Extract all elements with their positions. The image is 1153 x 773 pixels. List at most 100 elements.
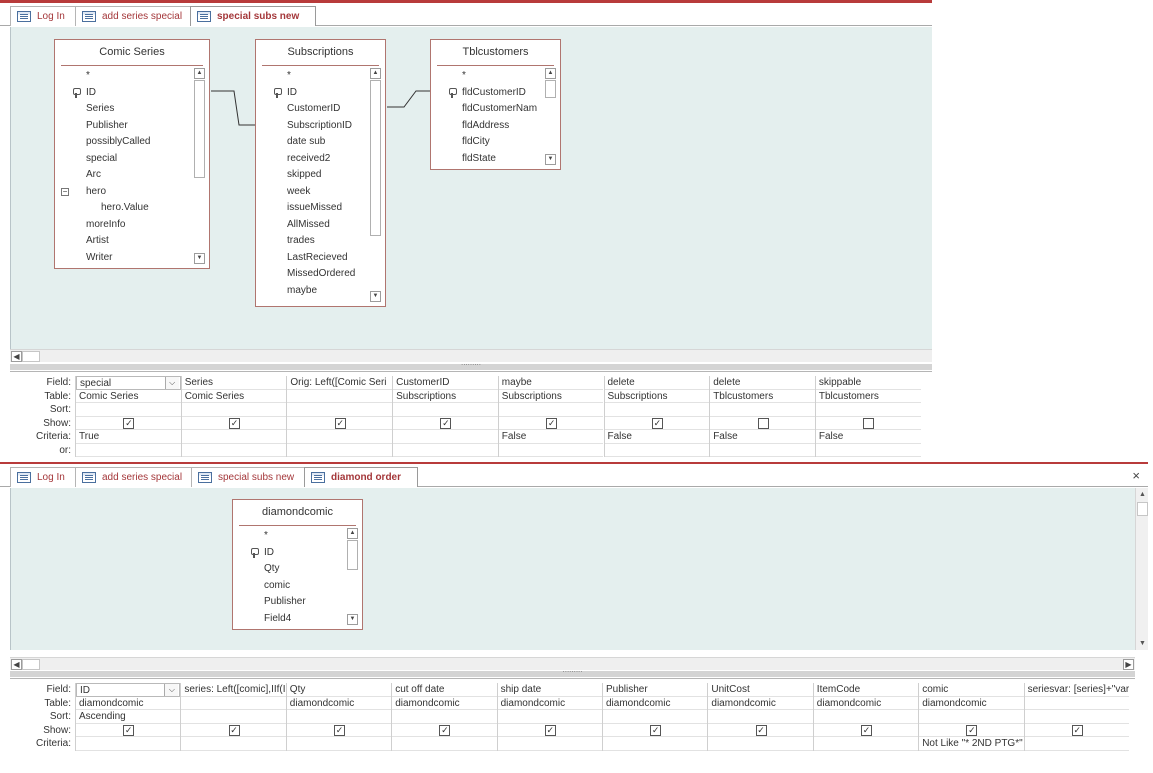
design-area-hscrollbar[interactable]: ◀ ▶ <box>10 657 1135 670</box>
dropdown-icon[interactable]: ⌵ <box>164 377 179 389</box>
show-cell[interactable]: ✓ <box>287 417 393 430</box>
grid-cell-table[interactable]: diamondcomic <box>497 697 602 710</box>
field-item[interactable]: date sub <box>287 136 326 147</box>
grid-cell-field[interactable]: maybe <box>498 376 604 390</box>
grid-cell-criteria[interactable]: False <box>498 430 604 444</box>
tab-special-subs-new[interactable]: special subs new <box>191 467 312 487</box>
grid-column[interactable]: UnitCost diamondcomic ✓ <box>707 683 813 751</box>
tab-diamond-order[interactable]: diamond order <box>304 467 419 488</box>
grid-cell-sort[interactable] <box>1024 710 1129 724</box>
grid-cell-or[interactable] <box>76 444 181 457</box>
grid-cell-table[interactable]: Comic Series <box>181 390 287 403</box>
pane-splitter[interactable] <box>10 671 1135 677</box>
grid-cell-table[interactable]: diamondcomic <box>603 697 708 710</box>
field-item[interactable]: * <box>264 530 268 541</box>
grid-cell-field[interactable]: cut off date <box>392 683 497 697</box>
grid-cell-field[interactable]: Qty <box>286 683 392 697</box>
show-checkbox[interactable]: ✓ <box>546 417 558 429</box>
field-item[interactable]: ID <box>256 85 371 102</box>
field-item[interactable]: Arc <box>86 169 101 180</box>
show-cell[interactable]: ✓ <box>603 724 708 737</box>
grid-cell-table[interactable] <box>1024 697 1129 710</box>
scroll-down-icon[interactable]: ▼ <box>370 291 381 302</box>
show-checkbox[interactable]: ✓ <box>651 417 663 429</box>
grid-cell-or[interactable] <box>287 444 393 457</box>
query-design-grid[interactable]: Field: Table: Sort: Show: Criteria: ID ⌵ diamon… <box>10 678 1135 773</box>
grid-column[interactable]: comic diamondcomic ✓ Not Like "* 2ND PTG*" <box>918 683 1024 751</box>
show-cell[interactable]: ✓ <box>498 417 604 430</box>
field-list-scrollbar[interactable]: ▲ ▼ <box>370 68 381 302</box>
scroll-thumb[interactable] <box>1137 502 1148 516</box>
grid-cell-field[interactable]: ItemCode <box>813 683 919 697</box>
table-design-area[interactable]: Comic Series * ID Series Publisher possi… <box>10 27 932 349</box>
grid-cell-sort[interactable] <box>603 710 708 724</box>
grid-cell-criteria[interactable]: True <box>76 430 181 444</box>
show-checkbox[interactable]: ✓ <box>860 724 872 736</box>
scroll-up-icon[interactable]: ▲ <box>194 68 205 79</box>
grid-cell-table[interactable] <box>287 390 393 403</box>
tab-log-in[interactable]: Log In <box>10 467 82 487</box>
grid-cell-field[interactable]: special ⌵ <box>76 376 181 390</box>
grid-cell-field[interactable]: delete <box>710 376 815 390</box>
field-list-scrollbar[interactable]: ▲ ▼ <box>545 68 556 165</box>
show-checkbox[interactable]: ✓ <box>755 724 767 736</box>
field-item[interactable]: * <box>287 70 291 81</box>
grid-cell-criteria[interactable] <box>603 737 708 751</box>
show-cell[interactable]: ✓ <box>604 417 710 430</box>
grid-column[interactable]: skippable Tblcustomers False <box>814 376 921 457</box>
show-checkbox[interactable]: ✓ <box>650 724 662 736</box>
show-checkbox[interactable] <box>863 417 875 429</box>
grid-column[interactable]: cut off date diamondcomic ✓ <box>391 683 497 751</box>
query-design-grid[interactable]: Field: Table: Sort: Show: Criteria: or: specia… <box>10 371 932 462</box>
scroll-up-icon[interactable]: ▲ <box>370 68 381 79</box>
field-item[interactable]: hero.Value <box>101 202 149 213</box>
grid-column[interactable]: Qty diamondcomic ✓ <box>285 683 392 751</box>
show-cell[interactable]: ✓ <box>181 724 286 737</box>
field-item[interactable]: skipped <box>287 169 322 180</box>
grid-cell-sort[interactable] <box>181 710 286 724</box>
scroll-down-icon[interactable]: ▼ <box>194 253 205 264</box>
show-checkbox[interactable]: ✓ <box>228 724 240 736</box>
scroll-thumb[interactable] <box>22 351 40 362</box>
tab-log-in[interactable]: Log In <box>10 6 82 26</box>
show-checkbox[interactable]: ✓ <box>123 724 135 736</box>
field-item[interactable]: SubscriptionID <box>287 119 353 131</box>
field-item[interactable]: comic <box>264 579 291 591</box>
design-area-hscrollbar[interactable]: ◀ <box>10 349 932 362</box>
grid-cell-or[interactable] <box>710 444 815 457</box>
show-checkbox[interactable] <box>757 417 769 429</box>
show-cell[interactable]: ✓ <box>286 724 392 737</box>
grid-column[interactable]: series: Left([comic],IIf(I ✓ <box>180 683 286 751</box>
grid-cell-sort[interactable] <box>286 710 392 724</box>
scroll-down-icon[interactable]: ▼ <box>347 614 358 625</box>
field-item[interactable]: Field4 <box>264 612 292 624</box>
field-item[interactable]: received2 <box>287 152 331 164</box>
field-item[interactable]: trades <box>287 235 315 246</box>
show-cell[interactable]: ✓ <box>919 724 1024 737</box>
tab-add-series-special[interactable]: add series special <box>75 467 200 487</box>
grid-cell-field[interactable]: Orig: Left([Comic Seri <box>287 376 393 390</box>
field-list-title[interactable]: Comic Series <box>61 40 203 66</box>
show-cell[interactable] <box>815 417 921 430</box>
grid-column[interactable]: ship date diamondcomic ✓ <box>496 683 602 751</box>
grid-cell-sort[interactable] <box>76 403 181 417</box>
grid-cell-or[interactable] <box>604 444 710 457</box>
field-item[interactable]: MissedOrdered <box>287 268 356 279</box>
grid-cell-sort[interactable] <box>708 710 813 724</box>
show-cell[interactable]: ✓ <box>497 724 602 737</box>
collapse-icon[interactable]: − <box>61 186 69 196</box>
grid-cell-field[interactable]: comic <box>919 683 1024 697</box>
grid-cell-table[interactable]: diamondcomic <box>708 697 813 710</box>
grid-cell-criteria[interactable] <box>76 737 181 751</box>
grid-cell-field[interactable]: seriesvar: [series]+"vari <box>1024 683 1129 697</box>
scroll-thumb[interactable] <box>347 540 358 570</box>
field-item[interactable]: possiblyCalled <box>86 136 151 147</box>
grid-cell-criteria[interactable] <box>287 430 393 444</box>
grid-cell-criteria[interactable] <box>181 737 286 751</box>
show-cell[interactable]: ✓ <box>392 724 497 737</box>
grid-cell-criteria[interactable] <box>1024 737 1129 751</box>
grid-column[interactable]: Orig: Left([Comic Seri ✓ <box>286 376 393 457</box>
field-list-diamondcomic[interactable]: diamondcomic * ID Qty comic Publisher Fi… <box>232 499 363 630</box>
grid-cell-table[interactable]: diamondcomic <box>76 697 181 710</box>
grid-cell-sort[interactable] <box>919 710 1024 724</box>
